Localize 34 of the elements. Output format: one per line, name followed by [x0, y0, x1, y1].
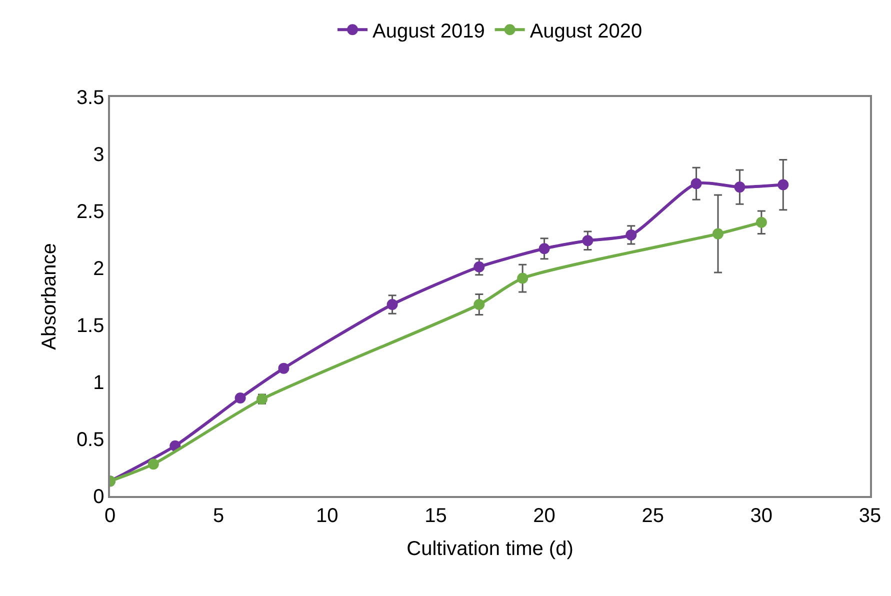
y-tick-label: 0.5 — [76, 429, 104, 451]
point — [626, 229, 637, 240]
point — [712, 228, 724, 240]
point — [690, 178, 702, 190]
point — [474, 261, 485, 272]
point — [538, 243, 550, 254]
x-tick-label: 20 — [533, 504, 556, 527]
point — [756, 216, 767, 228]
point — [278, 362, 290, 374]
y-tick-label: 2 — [93, 258, 104, 280]
point — [234, 392, 246, 404]
legend-label: August 2019 — [372, 20, 485, 42]
point — [734, 182, 746, 193]
x-tick-label: 35 — [858, 504, 882, 527]
x-tick-label: 25 — [642, 504, 664, 527]
y-tick-label: 1.5 — [76, 315, 104, 337]
point — [582, 235, 594, 246]
x-tick-label: 30 — [750, 504, 773, 527]
point — [386, 298, 398, 310]
y-tick-label: 3 — [93, 144, 104, 166]
point — [517, 272, 528, 284]
y-tick-label: 1 — [93, 372, 104, 394]
point — [474, 298, 485, 310]
point — [778, 179, 789, 190]
y-tick-label: 2.5 — [76, 201, 104, 223]
x-tick-label: 10 — [316, 504, 338, 527]
x-tick-label: 5 — [213, 504, 224, 527]
y-tick-label: 3.5 — [76, 87, 104, 109]
x-axis-title: Cultivation time (d) — [406, 538, 574, 560]
y-axis-title: Absorbance — [38, 243, 60, 350]
point — [148, 458, 159, 470]
legend-label: August 2020 — [530, 20, 642, 42]
y-tick-label: 0 — [93, 486, 104, 508]
x-tick-label: 15 — [424, 504, 447, 527]
